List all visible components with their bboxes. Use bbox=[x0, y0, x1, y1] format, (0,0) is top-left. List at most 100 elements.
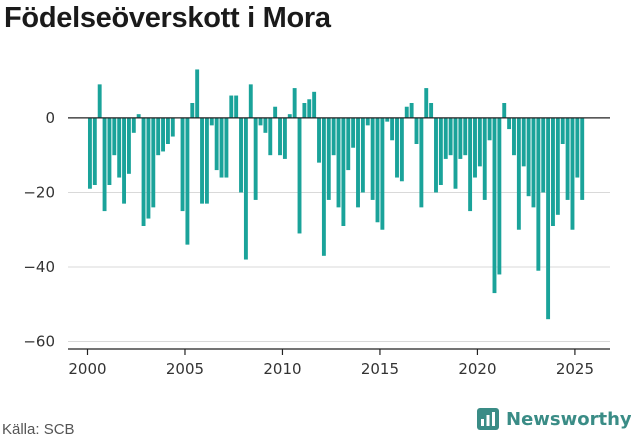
bar bbox=[502, 103, 507, 118]
bar bbox=[317, 117, 321, 163]
bar bbox=[165, 117, 170, 144]
bar bbox=[136, 114, 141, 118]
bar bbox=[497, 117, 502, 275]
bar bbox=[234, 95, 239, 118]
bar bbox=[292, 88, 297, 118]
bar bbox=[122, 117, 127, 204]
bar bbox=[492, 117, 497, 294]
bar bbox=[302, 103, 307, 118]
bar bbox=[239, 117, 243, 193]
x-tick-label: 2020 bbox=[458, 360, 496, 378]
bar bbox=[224, 117, 229, 178]
bar bbox=[482, 117, 487, 200]
bar bbox=[117, 117, 122, 178]
bar bbox=[258, 117, 263, 126]
bar bbox=[278, 117, 282, 156]
x-tick-label: 2025 bbox=[556, 360, 594, 378]
bar bbox=[409, 103, 414, 118]
bar bbox=[146, 117, 151, 219]
bar bbox=[161, 117, 165, 152]
bar bbox=[214, 117, 219, 171]
bar bbox=[463, 117, 468, 156]
bar bbox=[390, 117, 395, 141]
bar bbox=[185, 117, 190, 245]
newsworthy-logo[interactable]: Newsworthy bbox=[476, 407, 631, 431]
y-tick-label: −60 bbox=[23, 333, 55, 351]
bar bbox=[297, 117, 302, 234]
y-tick-label: −20 bbox=[23, 183, 55, 201]
y-tick-label: 0 bbox=[45, 109, 55, 127]
source-label: Källa: SCB bbox=[2, 421, 75, 438]
bar bbox=[570, 117, 575, 230]
bar bbox=[458, 117, 463, 159]
bar bbox=[434, 117, 438, 193]
bar bbox=[443, 117, 448, 159]
bar bbox=[107, 117, 112, 185]
bar bbox=[438, 117, 443, 185]
bar bbox=[565, 117, 570, 200]
bar bbox=[273, 106, 278, 118]
bar bbox=[370, 117, 375, 200]
axis-layer: 0 −20 −40 −60 2000 2005 2010 2015 2020 2025 bbox=[23, 109, 610, 378]
x-tick-label: 2005 bbox=[166, 360, 204, 378]
bar bbox=[346, 117, 351, 171]
bar bbox=[112, 117, 117, 156]
bar bbox=[282, 117, 287, 159]
bar bbox=[536, 117, 541, 271]
x-tick-label: 2015 bbox=[361, 360, 399, 378]
bar bbox=[151, 117, 156, 208]
bar bbox=[399, 117, 404, 182]
bar bbox=[560, 117, 565, 144]
bar bbox=[512, 117, 516, 156]
bar bbox=[263, 117, 268, 133]
bar bbox=[126, 117, 131, 174]
bar bbox=[156, 117, 161, 156]
bar bbox=[414, 117, 419, 144]
newsworthy-logo-icon bbox=[477, 408, 499, 430]
bar bbox=[200, 117, 204, 204]
bar bbox=[331, 117, 336, 156]
bar bbox=[580, 117, 585, 200]
bar bbox=[219, 117, 224, 178]
bar bbox=[307, 99, 312, 118]
bar bbox=[326, 117, 331, 200]
bar bbox=[92, 117, 97, 185]
bar bbox=[541, 117, 546, 193]
bar bbox=[531, 117, 536, 208]
bar bbox=[287, 114, 292, 118]
bars-layer bbox=[87, 69, 585, 320]
bar bbox=[419, 117, 424, 208]
bar bbox=[131, 117, 136, 133]
bar bbox=[521, 117, 526, 167]
bar bbox=[97, 84, 102, 118]
bar bbox=[253, 117, 258, 200]
bar bbox=[312, 91, 317, 118]
bar bbox=[453, 117, 458, 189]
bar bbox=[356, 117, 360, 208]
bar bbox=[195, 69, 200, 118]
bar bbox=[468, 117, 473, 212]
bar bbox=[429, 103, 434, 118]
bar bbox=[404, 106, 409, 118]
bar bbox=[473, 117, 477, 178]
bar bbox=[190, 103, 195, 118]
x-tick-label: 2010 bbox=[263, 360, 301, 378]
bar bbox=[321, 117, 326, 256]
bar bbox=[360, 117, 365, 193]
bar bbox=[526, 117, 531, 197]
bar bbox=[380, 117, 385, 230]
bar bbox=[209, 117, 214, 126]
bar bbox=[551, 117, 555, 226]
bar bbox=[141, 117, 146, 226]
bar bbox=[395, 117, 399, 178]
bar bbox=[87, 117, 92, 189]
bar bbox=[424, 88, 429, 118]
bar bbox=[555, 117, 560, 215]
bar bbox=[204, 117, 209, 204]
bar bbox=[575, 117, 580, 178]
bar bbox=[385, 117, 390, 122]
bar bbox=[268, 117, 273, 156]
bar bbox=[351, 117, 356, 148]
bar bbox=[229, 95, 234, 118]
